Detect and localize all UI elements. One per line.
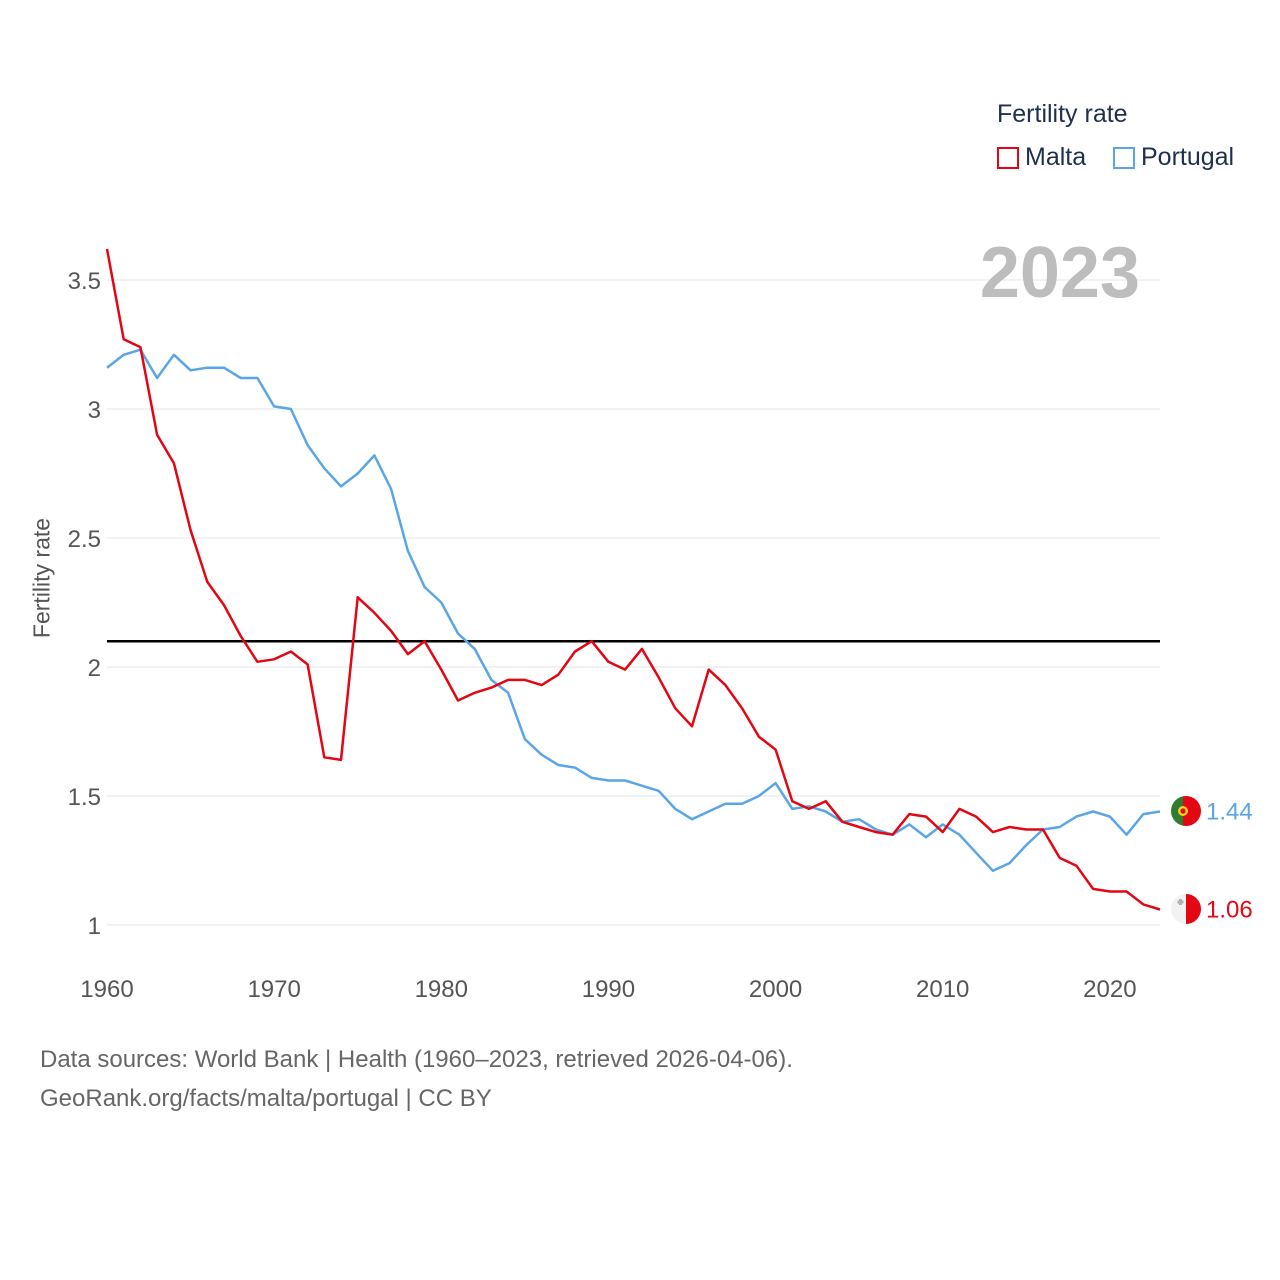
legend-label-portugal: Portugal xyxy=(1141,143,1235,171)
gridlines xyxy=(107,279,1160,926)
x-tick-label: 1990 xyxy=(582,976,635,1003)
y-axis-title: Fertility rate xyxy=(28,517,55,639)
portugal-flag-icon xyxy=(1171,796,1201,826)
legend-item-malta[interactable]: Malta xyxy=(997,143,1086,172)
y-tick-label: 1.5 xyxy=(68,784,101,811)
series-line-malta xyxy=(105,248,1161,911)
legend-swatch-portugal xyxy=(1113,146,1135,169)
x-tick-label: 1980 xyxy=(415,976,468,1003)
y-axis-ticks: 1 1.5 2 2.5 3 3.5 xyxy=(68,268,101,940)
legend-swatch-malta xyxy=(997,146,1019,169)
y-tick-label: 2.5 xyxy=(68,526,101,553)
x-tick-label: 2000 xyxy=(749,976,802,1003)
y-tick-label: 3.5 xyxy=(68,268,101,295)
end-markers xyxy=(1171,796,1201,924)
legend-label-malta: Malta xyxy=(1025,143,1087,171)
legend-item-portugal[interactable]: Portugal xyxy=(1113,143,1234,172)
y-tick-label: 3 xyxy=(88,397,101,424)
series-lines xyxy=(105,248,1161,911)
end-label-portugal: 1.44 xyxy=(1206,798,1253,825)
attribution-text: GeoRank.org/facts/malta/portugal | CC BY xyxy=(40,1085,492,1112)
x-tick-label: 1960 xyxy=(80,976,133,1003)
x-tick-label: 1970 xyxy=(247,976,300,1003)
year-label: 2023 xyxy=(979,233,1140,313)
x-tick-label: 2010 xyxy=(916,976,969,1003)
x-axis-ticks: 1960 1970 1980 1990 2000 2010 2020 xyxy=(80,976,1136,1003)
legend-title: Fertility rate xyxy=(997,100,1128,128)
series-line-portugal xyxy=(106,348,1161,873)
data-source-text: Data sources: World Bank | Health (1960–… xyxy=(40,1046,793,1073)
end-label-malta: 1.06 xyxy=(1206,897,1253,924)
malta-flag-icon xyxy=(1171,894,1201,924)
y-tick-label: 2 xyxy=(88,655,101,682)
end-labels: 1.06 1.44 xyxy=(1206,798,1253,923)
y-tick-label: 1 xyxy=(88,913,101,940)
x-tick-label: 2020 xyxy=(1083,976,1136,1003)
